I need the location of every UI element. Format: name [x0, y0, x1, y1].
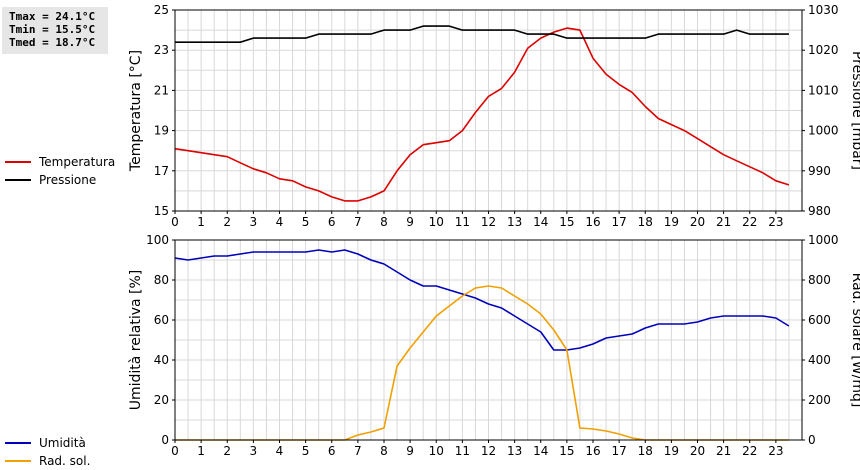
y2-tick-label: 1000 — [808, 233, 839, 247]
x-tick-label: 23 — [768, 215, 783, 229]
temperatura-swatch — [5, 161, 31, 163]
x-tick-label: 22 — [742, 444, 757, 458]
legend-label: Umidità — [39, 436, 86, 450]
x-tick-label: 19 — [664, 215, 679, 229]
x-tick-label: 7 — [354, 215, 362, 229]
x-tick-label: 16 — [585, 215, 600, 229]
x-tick-label: 9 — [406, 444, 414, 458]
y2-tick-label: 400 — [808, 353, 831, 367]
series-line-pressione — [175, 25, 789, 44]
x-tick-label: 2 — [223, 215, 231, 229]
legend-item-radsol: Rad. sol. — [5, 452, 90, 470]
x-tick-label: 2 — [223, 444, 231, 458]
y2-tick-label: 1030 — [808, 3, 839, 17]
x-tick-label: 17 — [611, 215, 626, 229]
pressione-swatch — [5, 179, 31, 181]
x-tick-label: 0 — [171, 444, 179, 458]
weather-chart: 0 1 2 3 4 5 6 7 8 9 10 11 12 13 14 15 16 17 18 19 20 21 22 2315… — [128, 3, 860, 458]
x-tick-label: 19 — [664, 444, 679, 458]
y2-tick-label: 0 — [808, 433, 816, 447]
x-tick-label: 16 — [585, 444, 600, 458]
x-tick-label: 13 — [507, 444, 522, 458]
radsol-swatch — [5, 460, 31, 462]
x-tick-label: 10 — [429, 444, 444, 458]
x-tick-label: 1 — [197, 215, 205, 229]
tmed-stat: Tmed = 18.7°C — [9, 36, 96, 49]
x-tick-label: 3 — [250, 444, 258, 458]
x-tick-label: 6 — [328, 215, 336, 229]
x-tick-label: 1 — [197, 444, 205, 458]
y2-tick-label: 600 — [808, 313, 831, 327]
y2-tick-label: 1000 — [808, 124, 839, 138]
x-tick-label: 5 — [302, 444, 310, 458]
x-tick-label: 18 — [638, 444, 653, 458]
umidita-swatch — [5, 442, 31, 444]
x-tick-label: 11 — [455, 444, 470, 458]
x-tick-label: 9 — [406, 215, 414, 229]
x-tick-label: 21 — [716, 444, 731, 458]
x-tick-label: 7 — [354, 444, 362, 458]
y2-tick-label: 990 — [808, 164, 831, 178]
x-tick-label: 15 — [559, 444, 574, 458]
x-tick-label: 13 — [507, 215, 522, 229]
x-tick-label: 21 — [716, 215, 731, 229]
y-tick-label: 25 — [154, 3, 169, 17]
x-tick-label: 20 — [690, 444, 705, 458]
y-tick-label: 15 — [154, 204, 169, 218]
y-axis-title: Umidità relativa [%] — [128, 270, 144, 411]
x-tick-label: 8 — [380, 215, 388, 229]
y2-tick-label: 800 — [808, 273, 831, 287]
y-tick-label: 21 — [154, 83, 169, 97]
x-tick-label: 12 — [481, 215, 496, 229]
x-tick-label: 23 — [768, 444, 783, 458]
x-tick-label: 22 — [742, 215, 757, 229]
x-tick-label: 8 — [380, 444, 388, 458]
y-tick-label: 0 — [161, 433, 169, 447]
x-tick-label: 0 — [171, 215, 179, 229]
y-axis-title: Temperatura [°C] — [128, 50, 144, 172]
x-tick-label: 6 — [328, 444, 336, 458]
y-tick-label: 80 — [154, 273, 169, 287]
y-tick-label: 19 — [154, 124, 169, 138]
y-tick-label: 23 — [154, 43, 169, 57]
y2-tick-label: 1010 — [808, 83, 839, 97]
y-tick-label: 40 — [154, 353, 169, 367]
x-tick-label: 3 — [250, 215, 258, 229]
tmin-stat: Tmin = 15.5°C — [9, 23, 96, 36]
x-tick-label: 18 — [638, 215, 653, 229]
legend-label: Pressione — [39, 173, 97, 187]
stats-box: Tmax = 24.1°C Tmin = 15.5°C Tmed = 18.7°… — [2, 7, 108, 54]
y-tick-label: 100 — [146, 233, 169, 247]
legend-item-pressione: Pressione — [5, 171, 115, 189]
y2-tick-label: 980 — [808, 204, 831, 218]
x-tick-label: 14 — [533, 215, 548, 229]
legend-label: Temperatura — [39, 155, 116, 169]
y-tick-label: 20 — [154, 393, 169, 407]
series-line-rad-sol- — [175, 285, 789, 441]
x-tick-label: 4 — [276, 215, 284, 229]
tmax-stat: Tmax = 24.1°C — [9, 10, 96, 23]
legend-item-umidita: Umidità — [5, 434, 90, 452]
legend-item-temperatura: Temperatura — [5, 153, 115, 171]
legend-bottom: Umidità Rad. sol. — [5, 434, 90, 470]
x-tick-label: 4 — [276, 444, 284, 458]
series-line-umidit- — [174, 249, 790, 351]
y2-axis-title: Pressione [mbar] — [849, 51, 860, 170]
x-tick-label: 11 — [455, 215, 470, 229]
y-tick-label: 17 — [154, 164, 169, 178]
y2-tick-label: 200 — [808, 393, 831, 407]
x-tick-label: 12 — [481, 444, 496, 458]
x-tick-label: 14 — [533, 444, 548, 458]
x-tick-label: 17 — [611, 444, 626, 458]
x-tick-label: 15 — [559, 215, 574, 229]
x-tick-label: 10 — [429, 215, 444, 229]
x-tick-label: 5 — [302, 215, 310, 229]
y2-tick-label: 1020 — [808, 43, 839, 57]
y-tick-label: 60 — [154, 313, 169, 327]
x-tick-label: 20 — [690, 215, 705, 229]
series-line-temperatura — [174, 27, 790, 202]
legend-label: Rad. sol. — [39, 454, 91, 468]
y2-axis-title: Rad. solare [W/mq] — [849, 273, 860, 408]
legend-top: Temperatura Pressione — [5, 153, 115, 189]
